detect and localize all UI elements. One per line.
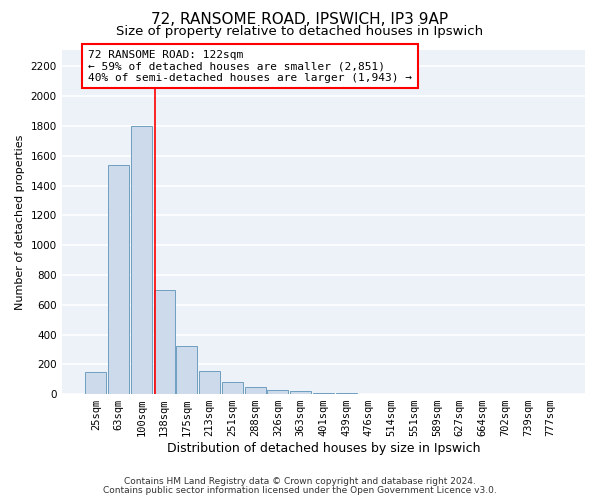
Bar <box>290 391 311 394</box>
Y-axis label: Number of detached properties: Number of detached properties <box>15 134 25 310</box>
Bar <box>176 346 197 394</box>
Bar <box>313 392 334 394</box>
Text: Size of property relative to detached houses in Ipswich: Size of property relative to detached ho… <box>116 25 484 38</box>
Text: 72 RANSOME ROAD: 122sqm
← 59% of detached houses are smaller (2,851)
40% of semi: 72 RANSOME ROAD: 122sqm ← 59% of detache… <box>88 50 412 83</box>
Bar <box>154 290 175 394</box>
Bar <box>85 372 106 394</box>
Text: 72, RANSOME ROAD, IPSWICH, IP3 9AP: 72, RANSOME ROAD, IPSWICH, IP3 9AP <box>151 12 449 28</box>
Bar <box>199 371 220 394</box>
Bar <box>131 126 152 394</box>
Bar <box>108 164 129 394</box>
X-axis label: Distribution of detached houses by size in Ipswich: Distribution of detached houses by size … <box>167 442 480 455</box>
Text: Contains public sector information licensed under the Open Government Licence v3: Contains public sector information licen… <box>103 486 497 495</box>
Text: Contains HM Land Registry data © Crown copyright and database right 2024.: Contains HM Land Registry data © Crown c… <box>124 477 476 486</box>
Bar <box>222 382 243 394</box>
Bar <box>245 388 266 394</box>
Bar <box>268 390 289 394</box>
